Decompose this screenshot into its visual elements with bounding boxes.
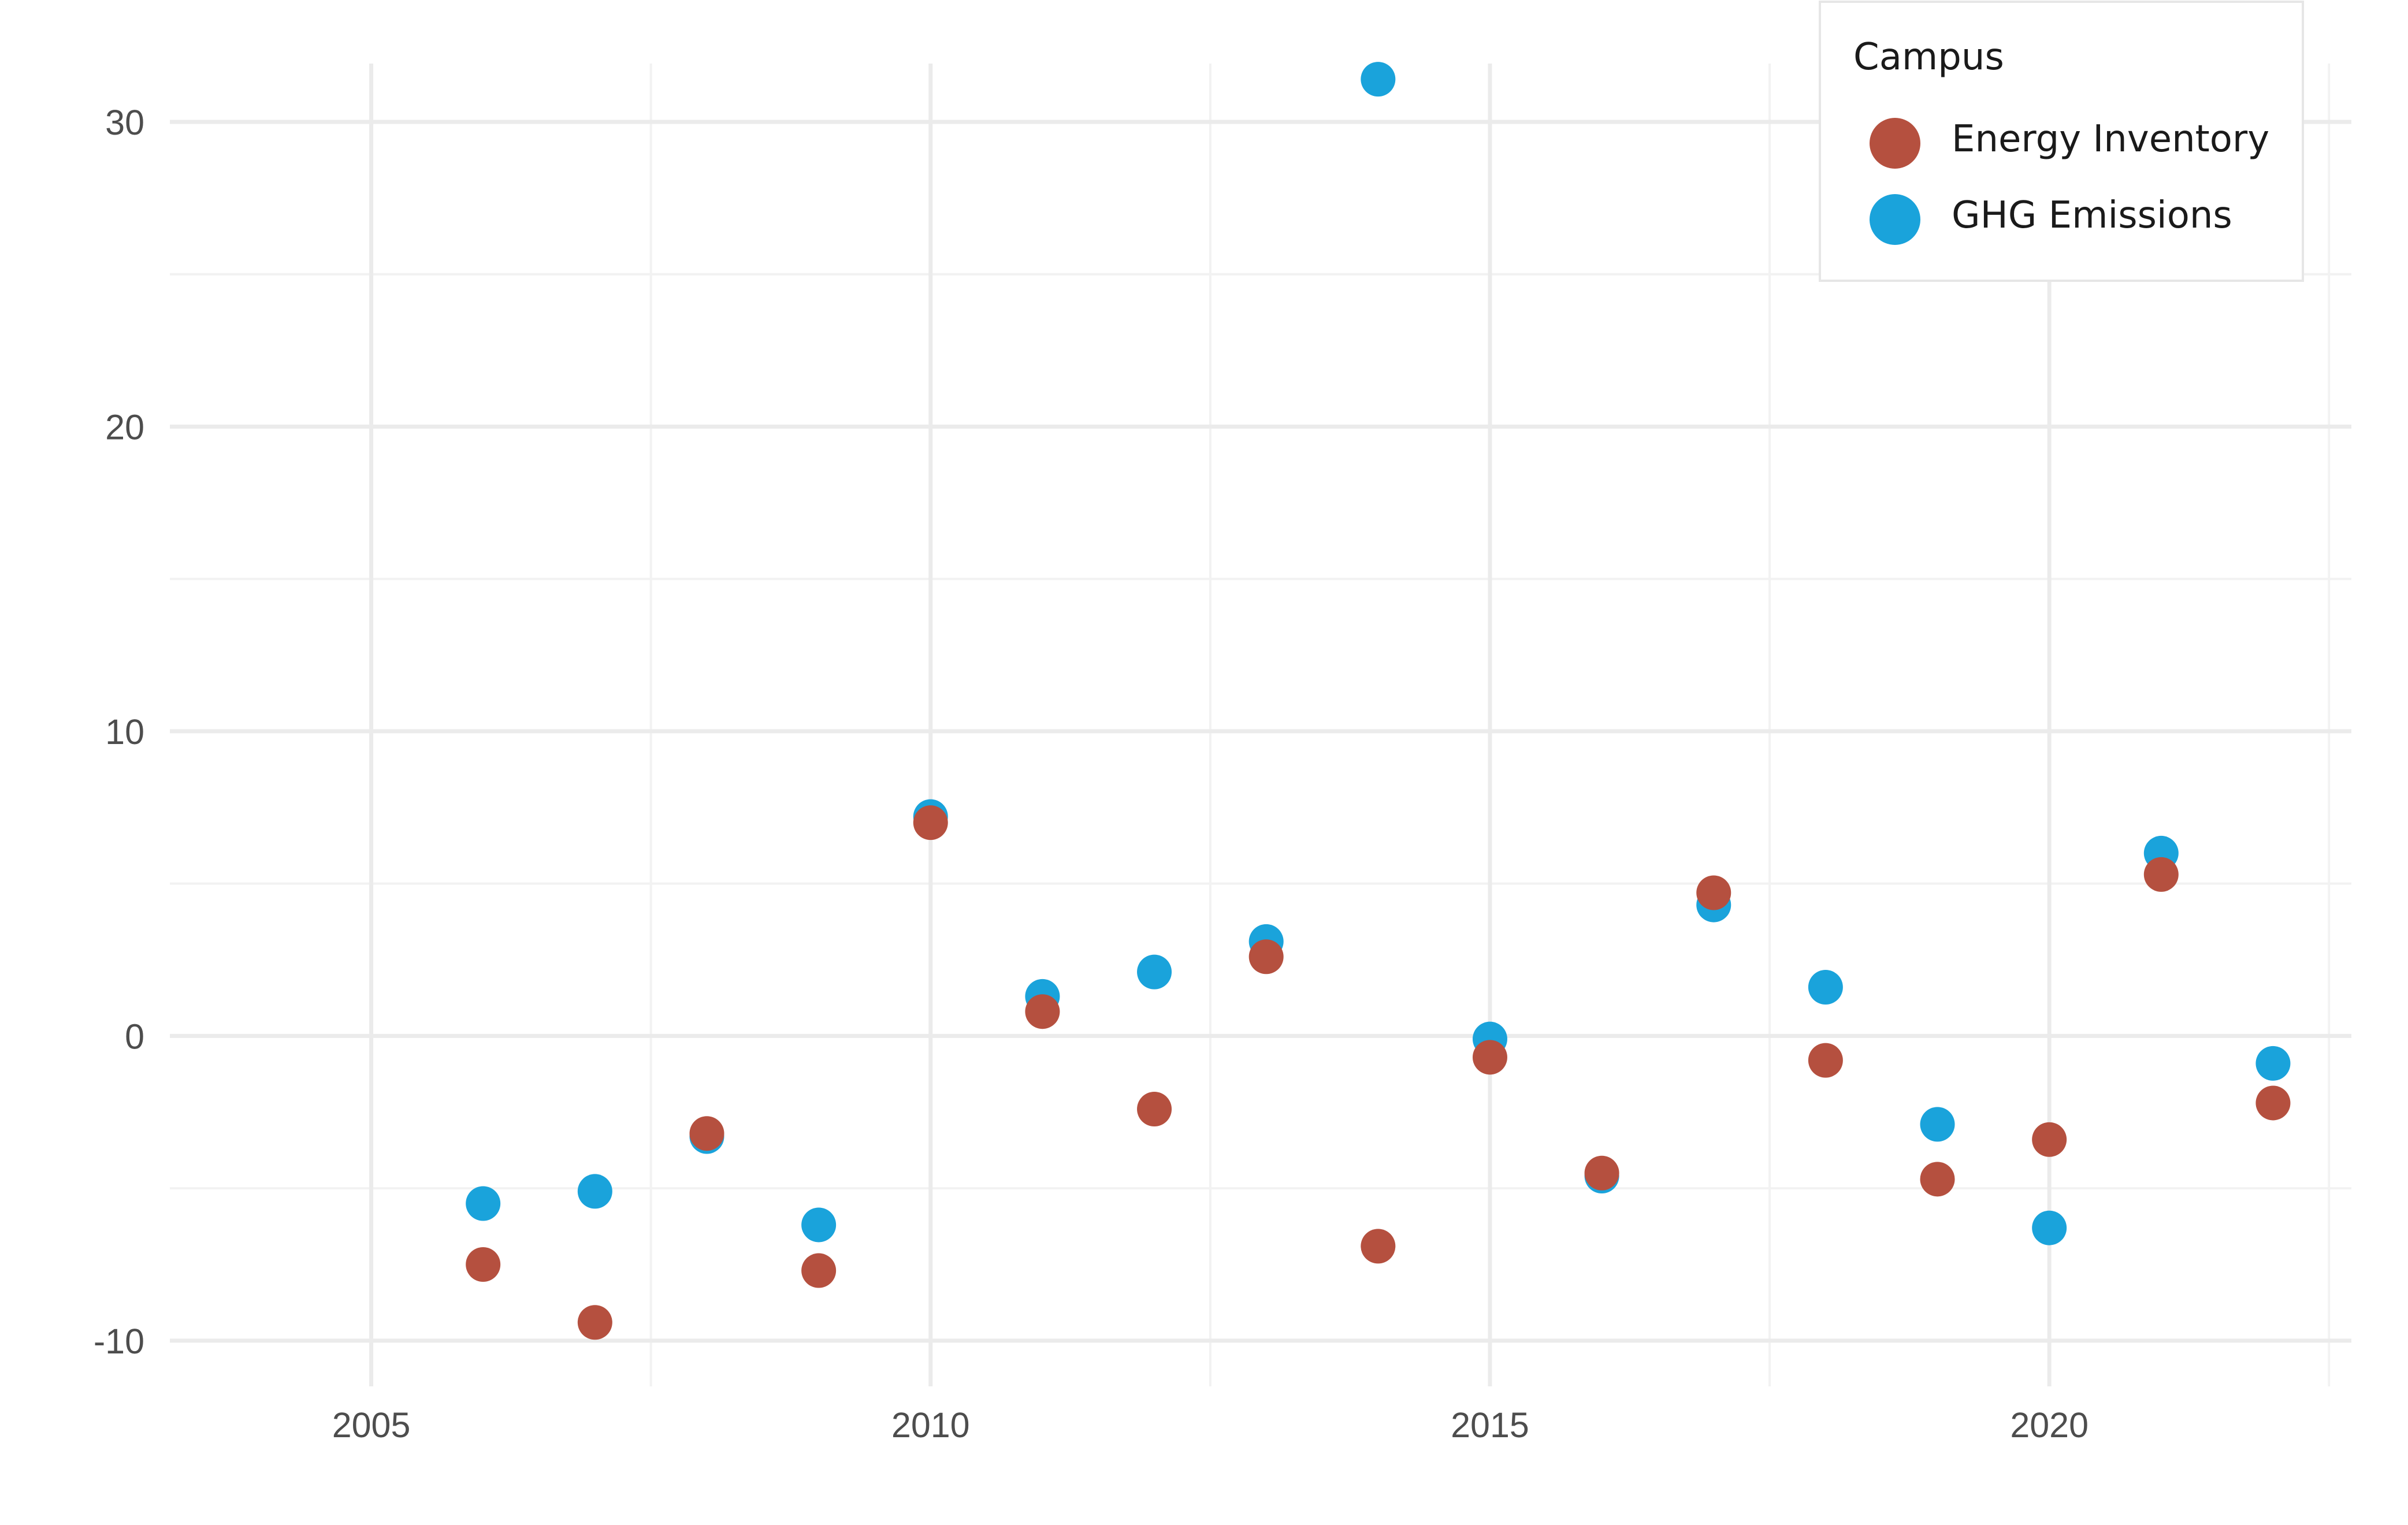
point-energy-inventory xyxy=(1025,994,1060,1029)
point-ghg-emissions xyxy=(2255,1046,2291,1081)
legend: Campus Energy Inventory GHG Emissions xyxy=(1819,1,2304,282)
y-tick-label: 20 xyxy=(105,407,144,447)
point-energy-inventory xyxy=(1137,1092,1172,1126)
y-tick-label: 10 xyxy=(105,712,144,752)
x-tick-label: 2015 xyxy=(1451,1405,1529,1445)
x-axis-tick-labels: 2005 2010 2015 2020 xyxy=(332,1405,2089,1445)
y-tick-label: -10 xyxy=(94,1322,144,1361)
legend-title: Campus xyxy=(1853,36,2004,79)
y-tick-label: 30 xyxy=(105,103,144,142)
minor-gridlines xyxy=(170,64,2351,1386)
point-energy-inventory xyxy=(1696,875,1731,910)
point-ghg-emissions xyxy=(1361,62,1396,97)
point-energy-inventory xyxy=(913,805,948,840)
point-energy-inventory xyxy=(801,1253,837,1288)
legend-swatch-energy-inventory xyxy=(1870,118,1920,169)
data-points xyxy=(466,62,2291,1340)
point-energy-inventory xyxy=(1808,1043,1843,1078)
point-ghg-emissions xyxy=(1137,954,1172,990)
point-ghg-emissions xyxy=(577,1174,612,1209)
x-tick-label: 2005 xyxy=(332,1405,411,1445)
point-ghg-emissions xyxy=(1808,970,1843,1005)
point-ghg-emissions xyxy=(801,1207,837,1243)
point-energy-inventory xyxy=(1920,1162,1955,1197)
point-energy-inventory xyxy=(577,1305,612,1340)
x-tick-label: 2020 xyxy=(2010,1405,2089,1445)
legend-label-energy-inventory: Energy Inventory xyxy=(1952,118,2269,161)
point-energy-inventory xyxy=(1361,1229,1396,1264)
point-energy-inventory xyxy=(689,1116,724,1151)
point-energy-inventory xyxy=(2255,1085,2291,1121)
y-axis-tick-labels: -10 0 10 20 30 xyxy=(94,103,144,1361)
x-tick-label: 2010 xyxy=(891,1405,970,1445)
point-energy-inventory xyxy=(1584,1155,1619,1191)
point-energy-inventory xyxy=(466,1247,501,1282)
legend-swatch-ghg-emissions xyxy=(1870,194,1920,245)
point-ghg-emissions xyxy=(2032,1210,2067,1245)
point-energy-inventory xyxy=(1248,939,1284,974)
point-ghg-emissions xyxy=(466,1186,501,1221)
point-energy-inventory xyxy=(2143,857,2179,892)
legend-label-ghg-emissions: GHG Emissions xyxy=(1952,194,2232,237)
point-energy-inventory xyxy=(2032,1122,2067,1157)
y-tick-label: 0 xyxy=(125,1017,144,1056)
point-ghg-emissions xyxy=(1920,1107,1955,1142)
point-energy-inventory xyxy=(1472,1040,1507,1075)
